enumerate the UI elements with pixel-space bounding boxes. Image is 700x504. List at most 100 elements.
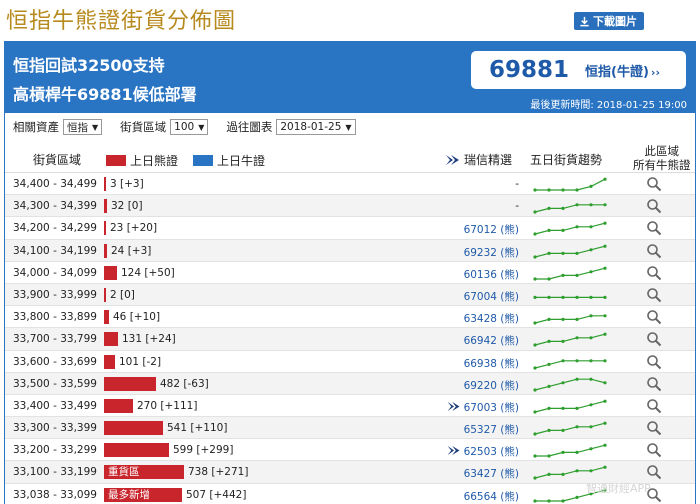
- row-range: 33,100 - 33,199: [13, 466, 97, 478]
- trend-sparkline: [532, 442, 608, 458]
- row-count: 124 [+50]: [121, 267, 175, 279]
- trend-line: [535, 179, 605, 190]
- row-ubs-code[interactable]: 60136 (熊): [464, 267, 519, 282]
- trend-point: [589, 185, 592, 188]
- magnifier-icon[interactable]: [646, 354, 662, 370]
- table-row: 33,700 - 33,799 131 [+24] 66942 (熊): [5, 328, 695, 350]
- row-range: 34,400 - 34,499: [13, 178, 97, 190]
- row-ubs-code[interactable]: 62503 (熊): [464, 444, 519, 459]
- bear-bar: [104, 421, 163, 435]
- trend-line: [535, 468, 605, 479]
- row-ubs-code[interactable]: 69220 (熊): [464, 378, 519, 393]
- row-count: 2 [0]: [110, 289, 135, 301]
- col-ubs-label: 瑞信精選: [464, 151, 512, 168]
- row-range: 33,600 - 33,699: [13, 356, 97, 368]
- asset-select[interactable]: 恒指 ▼: [63, 119, 102, 135]
- magnifier-icon[interactable]: [646, 420, 662, 436]
- trend-point: [547, 296, 550, 299]
- magnifier-icon[interactable]: [646, 464, 662, 480]
- trend-point: [575, 203, 578, 206]
- featured-link-label: 恒指(牛證): [585, 65, 649, 80]
- trend-line: [535, 360, 605, 367]
- trend-point: [603, 399, 606, 402]
- trend-point: [589, 359, 592, 362]
- history-label: 過往圖表: [226, 119, 272, 135]
- magnifier-icon[interactable]: [646, 220, 662, 236]
- row-count: 482 [-63]: [160, 378, 209, 390]
- trend-point: [575, 274, 578, 277]
- trend-point: [603, 244, 606, 247]
- table-row: 33,600 - 33,699 101 [-2] 66938 (熊): [5, 351, 695, 373]
- legend-bear-label: 上日熊證: [130, 152, 178, 169]
- bear-bar: [104, 199, 107, 213]
- featured-link[interactable]: 恒指(牛證) ››: [585, 61, 660, 80]
- magnifier-icon[interactable]: [646, 198, 662, 214]
- trend-sparkline: [532, 265, 608, 281]
- magnifier-icon[interactable]: [646, 176, 662, 192]
- trend-point: [603, 466, 606, 469]
- trend-point: [589, 447, 592, 450]
- download-image-button[interactable]: 下載圖片: [574, 12, 644, 30]
- trend-point: [547, 384, 550, 387]
- trend-sparkline: [532, 243, 608, 259]
- trend-point: [547, 229, 550, 232]
- row-range: 33,800 - 33,899: [13, 311, 97, 323]
- row-ubs-code[interactable]: 66564 (熊): [464, 489, 519, 504]
- caret-down-icon: ▼: [345, 123, 351, 132]
- row-count: 101 [-2]: [119, 356, 161, 368]
- trend-point: [603, 359, 606, 362]
- trend-point: [533, 188, 536, 191]
- trend-point: [603, 314, 606, 317]
- double-chevron-right-icon: ››: [651, 66, 660, 79]
- trend-point: [547, 318, 550, 321]
- row-range: 34,200 - 34,299: [13, 222, 97, 234]
- history-select[interactable]: 2018-01-25 ▼: [276, 119, 355, 135]
- table-row: 33,400 - 33,499 270 [+111] 67003 (熊): [5, 395, 695, 417]
- update-time: 最後更新時間: 2018-01-25 19:00: [530, 96, 687, 111]
- range-select[interactable]: 100 ▼: [170, 119, 208, 135]
- featured-warrant-card[interactable]: 69881 恒指(牛證) ››: [471, 51, 686, 89]
- asset-select-value: 恒指: [67, 120, 88, 135]
- legend-bull-label: 上日牛證: [217, 152, 265, 169]
- magnifier-icon[interactable]: [646, 287, 662, 303]
- ubs-logo-icon: [447, 401, 461, 412]
- trend-point: [575, 188, 578, 191]
- row-ubs-code[interactable]: 63427 (熊): [464, 466, 519, 481]
- bear-bar: [104, 288, 106, 302]
- trend-line: [535, 246, 605, 257]
- row-ubs-code[interactable]: 66942 (熊): [464, 333, 519, 348]
- magnifier-icon[interactable]: [646, 265, 662, 281]
- magnifier-icon[interactable]: [646, 309, 662, 325]
- magnifier-icon[interactable]: [646, 243, 662, 259]
- bear-bar: [104, 443, 169, 457]
- bear-swatch: [106, 155, 126, 166]
- trend-point: [533, 255, 536, 258]
- row-ubs-code[interactable]: 66938 (熊): [464, 356, 519, 371]
- trend-point: [547, 499, 550, 502]
- trend-point: [561, 429, 564, 432]
- row-range: 34,000 - 34,099: [13, 267, 97, 279]
- row-ubs-code[interactable]: 67004 (熊): [464, 289, 519, 304]
- col-cbbc-line1: 此區域: [633, 144, 691, 158]
- table-row: 33,300 - 33,399 541 [+110] 65327 (熊): [5, 417, 695, 439]
- magnifier-icon[interactable]: [646, 398, 662, 414]
- magnifier-icon[interactable]: [646, 331, 662, 347]
- row-ubs-code[interactable]: 63428 (熊): [464, 311, 519, 326]
- caret-down-icon: ▼: [198, 123, 204, 132]
- row-ubs-code[interactable]: 69232 (熊): [464, 245, 519, 260]
- trend-point: [561, 407, 564, 410]
- magnifier-icon[interactable]: [646, 442, 662, 458]
- row-ubs-code[interactable]: 67003 (熊): [464, 400, 519, 415]
- table-row: 34,400 - 34,499 3 [+3] -: [5, 173, 695, 195]
- trend-point: [575, 296, 578, 299]
- col-range: 街貨區域: [33, 151, 81, 168]
- row-ubs-code[interactable]: 65327 (熊): [464, 422, 519, 437]
- trend-sparkline: [532, 354, 608, 370]
- trend-point: [561, 359, 564, 362]
- trend-point: [575, 359, 578, 362]
- trend-point: [575, 318, 578, 321]
- row-ubs-code[interactable]: 67012 (熊): [464, 222, 519, 237]
- magnifier-icon[interactable]: [646, 376, 662, 392]
- trend-point: [533, 322, 536, 325]
- trend-point: [533, 477, 536, 480]
